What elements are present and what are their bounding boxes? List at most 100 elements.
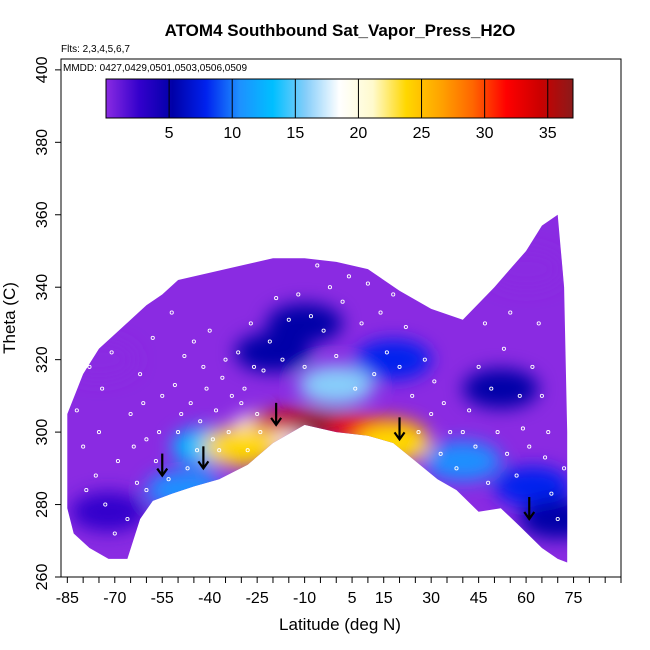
field-cell-14 xyxy=(462,368,539,409)
obs-point-18 xyxy=(226,430,231,435)
plot-frame xyxy=(60,58,622,578)
obs-point-104 xyxy=(527,444,532,449)
obs-point-17 xyxy=(220,375,225,380)
obs-point-93 xyxy=(210,437,215,442)
x-tick-label: -25 xyxy=(246,590,269,607)
arrow-4 xyxy=(523,497,536,521)
obs-point-68 xyxy=(93,473,98,478)
x-tick-label: -10 xyxy=(293,590,316,607)
y-tick-label: 320 xyxy=(34,346,51,373)
obs-point-82 xyxy=(74,408,79,413)
obs-point-7 xyxy=(150,335,155,340)
obs-point-6 xyxy=(144,437,149,442)
flight-arrows xyxy=(156,402,536,521)
field-cell-17 xyxy=(67,339,137,380)
obs-point-10 xyxy=(176,430,181,435)
obs-point-107 xyxy=(562,466,567,471)
x-tick-label: 15 xyxy=(375,590,393,607)
obs-point-59 xyxy=(508,310,513,315)
obs-point-78 xyxy=(217,448,222,453)
obs-point-73 xyxy=(144,488,149,493)
obs-point-51 xyxy=(448,430,453,435)
x-tick-label: -85 xyxy=(56,590,79,607)
x-tick-label: 60 xyxy=(517,590,535,607)
obs-point-30 xyxy=(308,314,313,319)
y-tick-label: 400 xyxy=(34,56,51,83)
obs-point-39 xyxy=(365,281,370,286)
obs-point-16 xyxy=(213,408,219,413)
x-tick-label: 75 xyxy=(565,590,583,607)
obs-point-29 xyxy=(302,364,307,369)
obs-point-74 xyxy=(153,459,158,464)
obs-point-61 xyxy=(520,426,525,431)
obs-point-36 xyxy=(346,274,351,279)
obs-point-92 xyxy=(204,386,209,391)
obs-point-56 xyxy=(489,386,494,391)
field-cell-15 xyxy=(494,466,568,507)
obs-point-24 xyxy=(267,339,272,344)
obs-point-9 xyxy=(169,310,174,315)
colorbar-tick-label-6: 35 xyxy=(539,125,557,142)
y-tick-label: 360 xyxy=(34,201,51,228)
x-tick-label: 45 xyxy=(470,590,488,607)
colorbar-tick-label-4: 25 xyxy=(413,125,431,142)
x-tick-label: -55 xyxy=(151,590,174,607)
x-axis: -85 -70 -55 -40 -25 -10 5 15 30 45 60 75 xyxy=(56,577,622,607)
obs-point-83 xyxy=(84,488,89,493)
obs-point-57 xyxy=(495,430,500,435)
obs-point-13 xyxy=(194,448,200,453)
colorbar-gradient xyxy=(105,78,574,119)
obs-point-89 xyxy=(172,382,177,388)
obs-point-75 xyxy=(166,477,171,482)
colorbar-tick-label-0: 5 xyxy=(165,125,174,142)
obs-point-55 xyxy=(482,321,488,326)
obs-point-8 xyxy=(160,393,165,398)
field-cell-1 xyxy=(146,470,223,511)
colorbar-tick-label-2: 15 xyxy=(286,125,304,142)
colorbar-tick-label-5: 30 xyxy=(476,125,494,142)
obs-point-48 xyxy=(422,357,427,362)
field-cell-16 xyxy=(519,499,568,540)
x-tick-label: 30 xyxy=(422,590,440,607)
obs-point-79 xyxy=(229,393,234,398)
obs-point-23 xyxy=(261,368,266,373)
obs-point-54 xyxy=(476,364,481,369)
arrow-0 xyxy=(156,453,169,478)
obs-point-50 xyxy=(438,451,443,456)
obs-point-90 xyxy=(179,411,184,417)
obs-point-47 xyxy=(416,430,421,435)
colorbar-tick-label-3: 20 xyxy=(350,125,368,142)
obs-point-40 xyxy=(372,372,377,377)
obs-point-106 xyxy=(546,430,551,435)
obs-point-64 xyxy=(543,455,548,460)
obs-point-69 xyxy=(103,502,108,507)
obs-point-52 xyxy=(454,466,459,471)
obs-point-21 xyxy=(248,321,253,326)
colorbar-tick-label-1: 10 xyxy=(223,125,241,142)
obs-point-94 xyxy=(223,357,228,362)
obs-point-14 xyxy=(201,364,206,369)
obs-point-87 xyxy=(141,401,146,406)
observation-points xyxy=(74,263,567,536)
obs-point-99 xyxy=(460,430,465,435)
y-axis: 260 280 300 320 340 360 380 400 xyxy=(34,56,61,590)
x-tick-label: -70 xyxy=(103,590,126,607)
obs-point-101 xyxy=(486,480,491,485)
obs-point-97 xyxy=(432,379,437,384)
field-cell-13 xyxy=(424,441,501,482)
field-cell-10 xyxy=(234,332,311,373)
obs-point-84 xyxy=(96,430,102,435)
obs-point-38 xyxy=(359,321,364,326)
y-axis-title: Theta (C) xyxy=(0,282,19,354)
obs-point-31 xyxy=(315,263,320,268)
dates-annotation: MMDD: 0427,0429,0501,0503,0506,0509 xyxy=(63,63,247,74)
obs-point-26 xyxy=(280,357,285,362)
obs-point-105 xyxy=(539,393,544,398)
obs-point-85 xyxy=(115,459,120,464)
obs-point-34 xyxy=(334,353,339,359)
obs-point-80 xyxy=(245,448,250,453)
obs-point-42 xyxy=(384,350,389,355)
field-cell-4 xyxy=(203,426,280,467)
obs-point-12 xyxy=(188,401,193,406)
